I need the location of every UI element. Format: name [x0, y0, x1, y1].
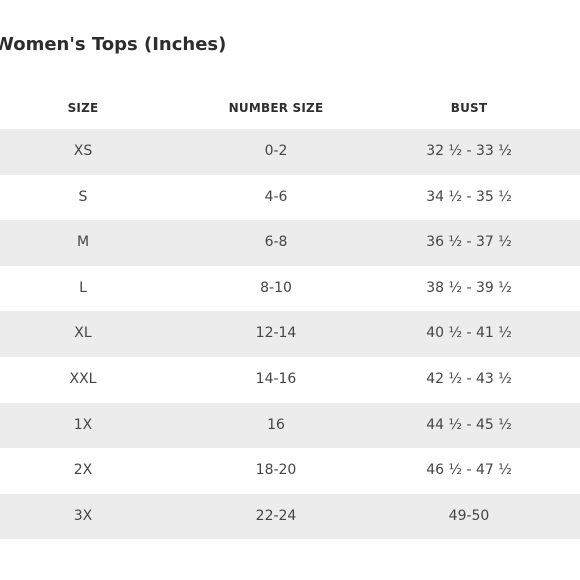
table-row: XS 0-2 32 ½ - 33 ½ [0, 129, 580, 175]
number-size-cell: 6-8 [264, 234, 288, 251]
number-size-cell: 18-20 [255, 462, 297, 479]
table-row: 1X 16 44 ½ - 45 ½ [0, 402, 580, 449]
number-size-cell: 14-16 [255, 370, 297, 387]
size-cell: 2X [73, 462, 93, 479]
table-row: XXL 14-16 42 ½ - 43 ½ [0, 357, 580, 403]
bust-cell: 36 ½ - 37 ½ [426, 234, 512, 251]
bust-cell: 46 ½ - 47 ½ [426, 462, 512, 479]
number-size-cell: 0-2 [264, 143, 288, 159]
header-bust: BUST [450, 101, 488, 115]
size-cell: M [76, 234, 90, 251]
size-cell: XXL [69, 370, 97, 387]
bust-cell: 40 ½ - 41 ½ [426, 325, 512, 342]
table-row: XL 12-14 40 ½ - 41 ½ [0, 311, 580, 357]
number-size-cell: 12-14 [255, 325, 297, 342]
number-size-cell: 4-6 [264, 188, 288, 205]
header-number-size: NUMBER SIZE [228, 101, 324, 115]
table-row: S 4-6 34 ½ - 35 ½ [0, 175, 580, 221]
bust-cell: 38 ½ - 39 ½ [426, 279, 512, 296]
table-header: SIZE NUMBER SIZE BUST [0, 88, 580, 128]
page-title: Women's Tops (Inches) [0, 34, 227, 55]
size-cell: S [78, 188, 88, 205]
size-cell: XL [74, 325, 92, 342]
table-row: 2X 18-20 46 ½ - 47 ½ [0, 448, 580, 494]
bust-cell: 34 ½ - 35 ½ [426, 188, 512, 205]
size-cell: 1X [73, 416, 93, 433]
bust-cell: 42 ½ - 43 ½ [426, 370, 512, 387]
bust-cell: 49-50 [448, 507, 490, 524]
size-cell: 3X [73, 507, 93, 524]
table-row: L 8-10 38 ½ - 39 ½ [0, 266, 580, 312]
size-table-body: XS 0-2 32 ½ - 33 ½ S 4-6 34 ½ - 35 ½ M 6… [0, 129, 580, 540]
bust-cell: 32 ½ - 33 ½ [426, 143, 512, 159]
number-size-cell: 22-24 [255, 507, 297, 524]
number-size-cell: 8-10 [260, 279, 292, 296]
table-row: M 6-8 36 ½ - 37 ½ [0, 220, 580, 266]
size-cell: L [79, 279, 87, 296]
size-cell: XS [73, 143, 93, 159]
header-size: SIZE [67, 101, 99, 115]
number-size-cell: 16 [267, 416, 285, 433]
table-row: 3X 22-24 49-50 [0, 493, 580, 540]
bust-cell: 44 ½ - 45 ½ [426, 416, 512, 433]
